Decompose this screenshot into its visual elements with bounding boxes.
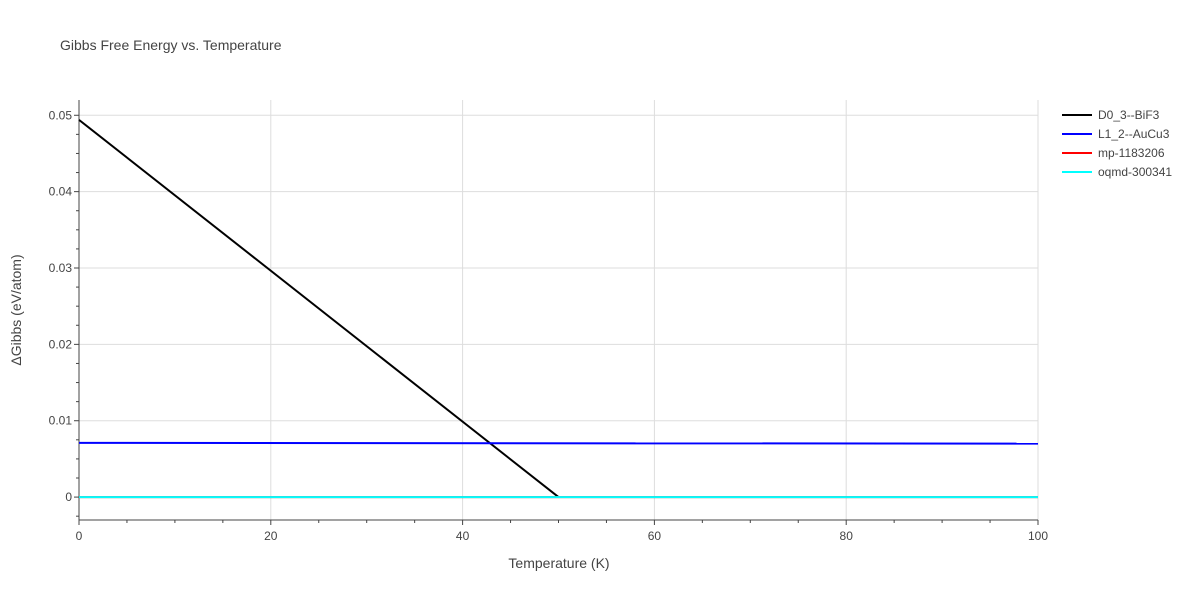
y-tick-label: 0.02 — [49, 337, 73, 351]
x-tick-label: 20 — [264, 529, 278, 543]
x-tick-label: 0 — [76, 529, 83, 543]
series-line-L1_2--AuCu3 — [78, 441, 1039, 445]
legend: D0_3--BiF3 L1_2--AuCu3 mp-1183206 oqmd-3003… — [1062, 108, 1172, 179]
y-tick-label: 0.05 — [49, 108, 73, 122]
chart-title: Gibbs Free Energy vs. Temperature — [60, 37, 282, 53]
legend-label: D0_3--BiF3 — [1098, 108, 1160, 122]
x-tick-label: 100 — [1028, 529, 1048, 543]
grid — [79, 100, 1039, 520]
series-line-D0_3--BiF3 — [78, 119, 560, 498]
legend-label: L1_2--AuCu3 — [1098, 127, 1170, 141]
y-tick-label: 0.03 — [49, 261, 73, 275]
y-tick-label: 0 — [65, 490, 72, 504]
x-tick-label: 80 — [840, 529, 854, 543]
legend-label: mp-1183206 — [1098, 146, 1165, 160]
y-axis-title: ΔGibbs (eV/atom) — [8, 254, 24, 365]
series-lines — [78, 119, 1039, 499]
x-tick-label: 60 — [648, 529, 662, 543]
axes — [74, 100, 1039, 525]
x-tick-label: 40 — [456, 529, 470, 543]
y-tick-label: 0.04 — [49, 185, 73, 199]
tick-labels: 0 20 40 60 80 100 0 0.01 0.02 0.03 0.04 0.05 — [49, 108, 1049, 543]
y-tick-label: 0.01 — [49, 414, 73, 428]
legend-label: oqmd-300341 — [1098, 165, 1172, 179]
x-axis-title: Temperature (K) — [508, 555, 609, 571]
